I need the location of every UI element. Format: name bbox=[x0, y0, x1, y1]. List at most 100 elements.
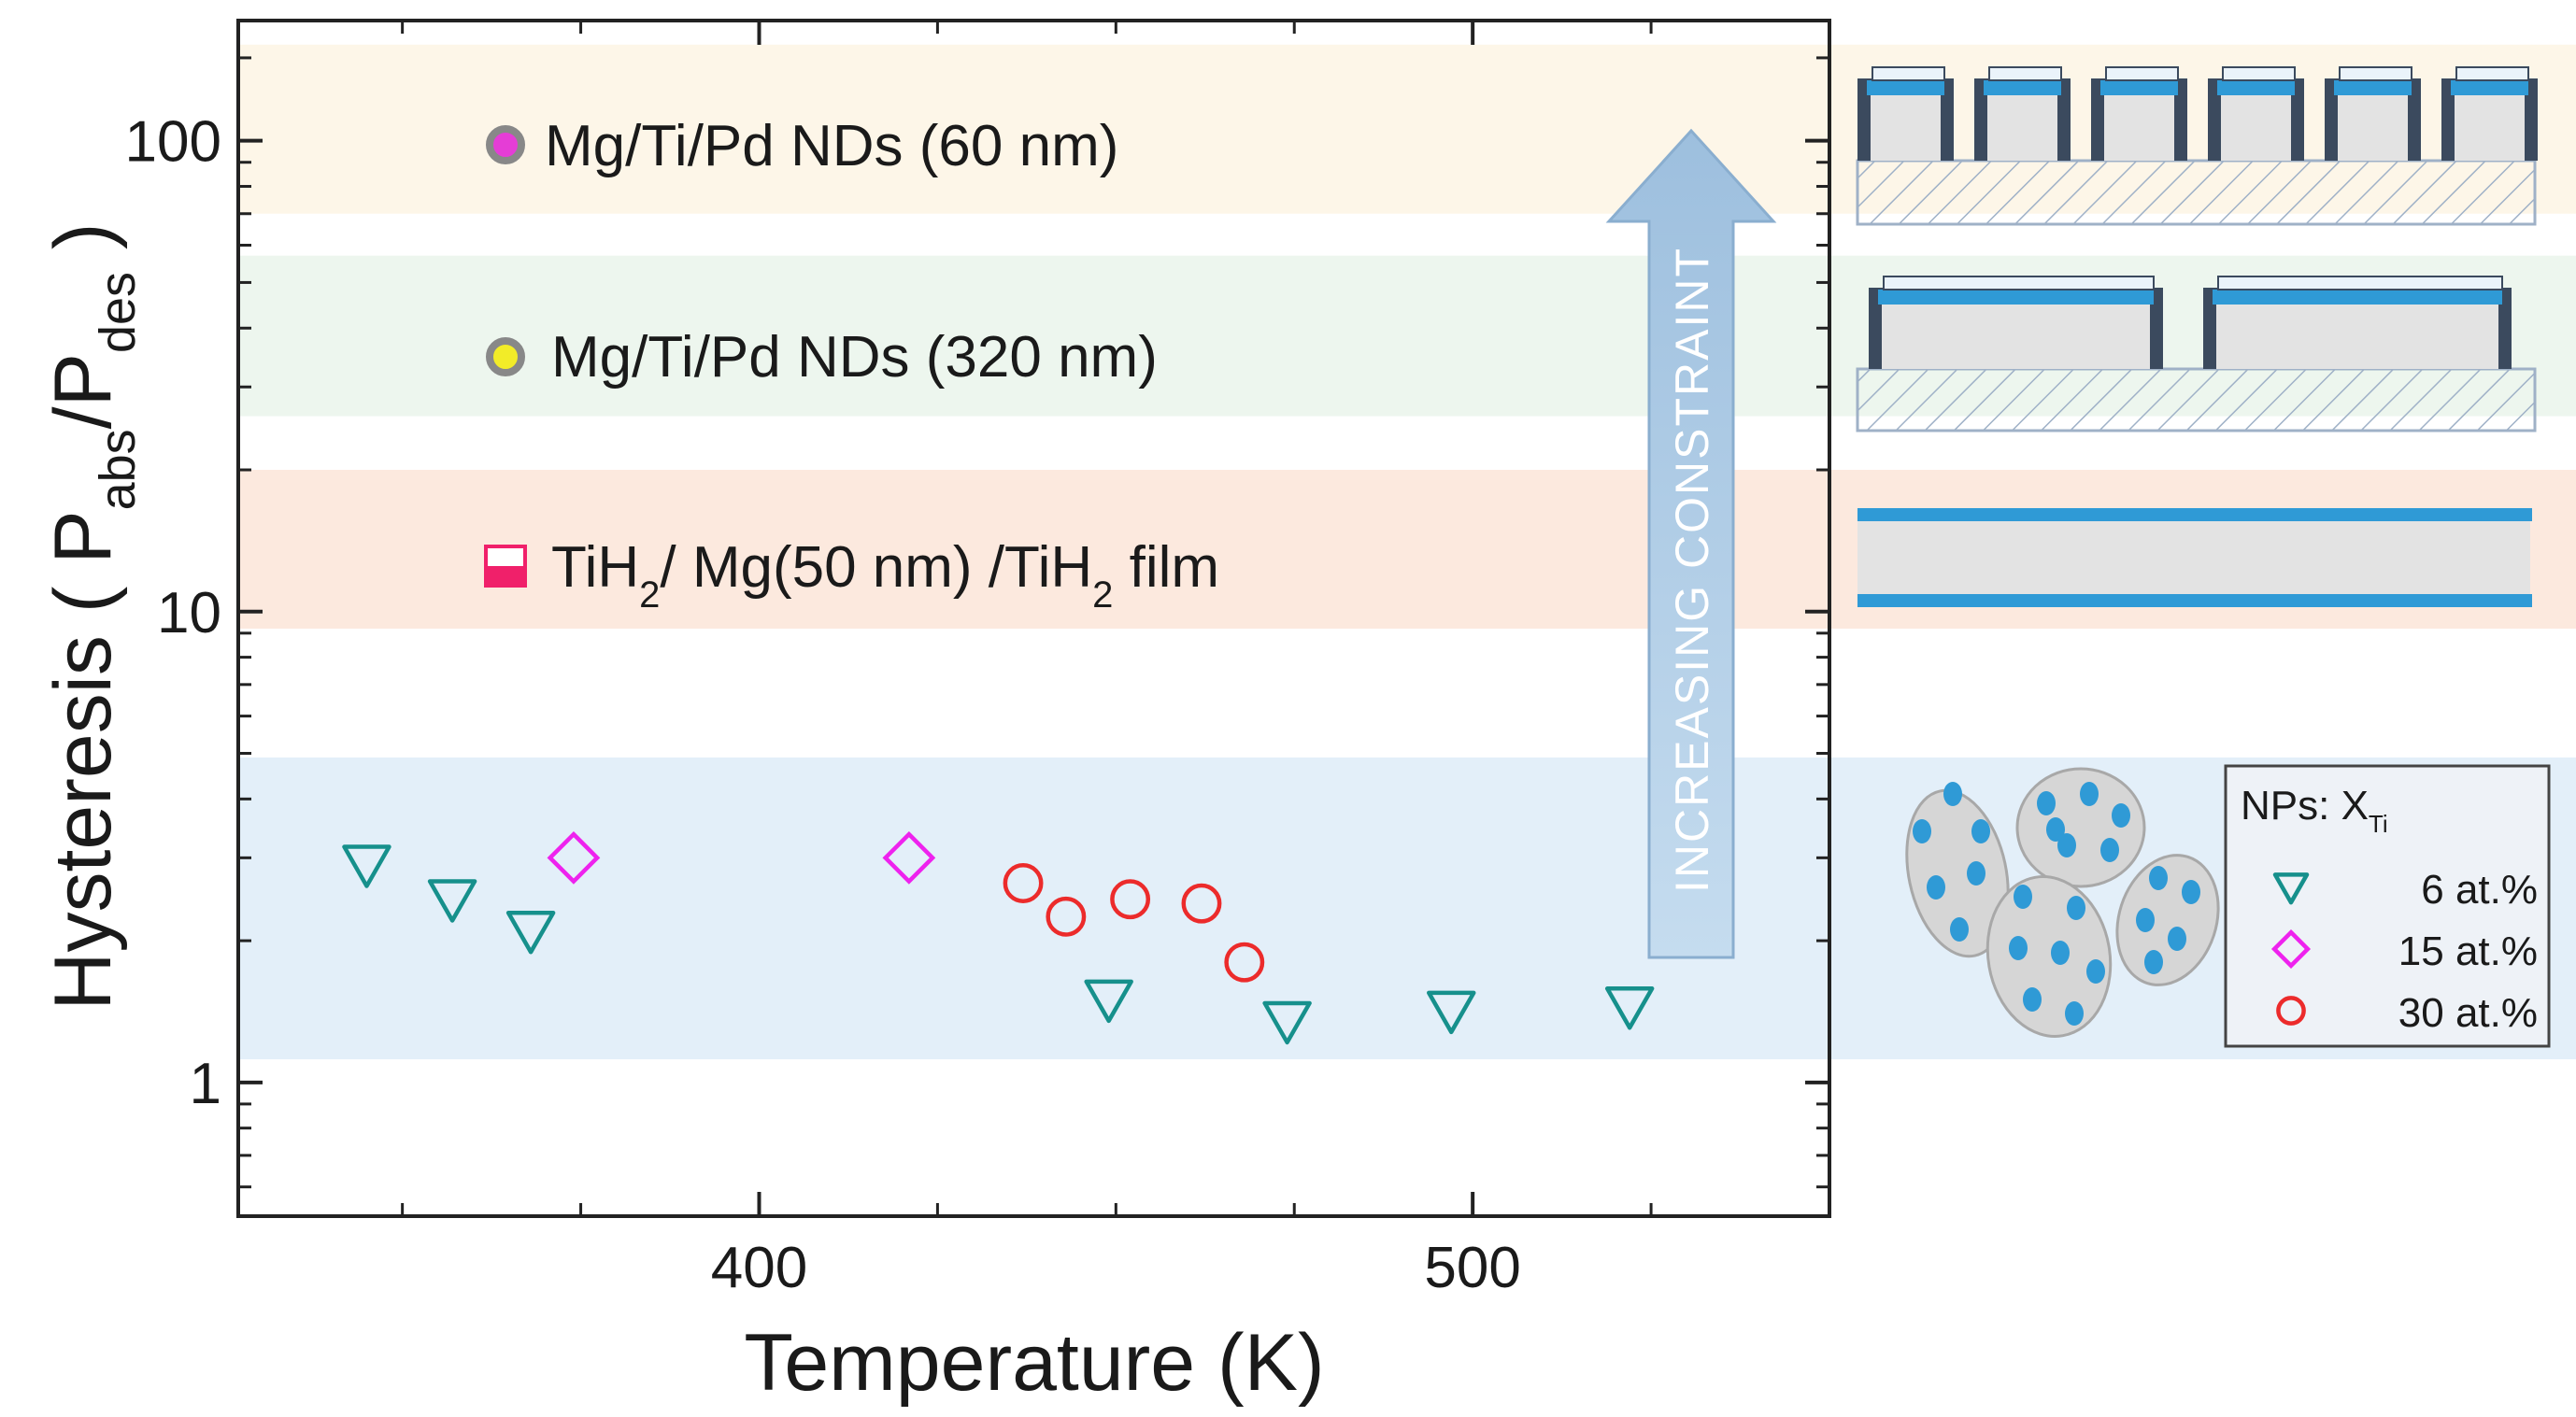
nd60-marker bbox=[486, 125, 525, 164]
point-15-at bbox=[547, 830, 601, 885]
nd320-marker bbox=[486, 337, 525, 376]
nd60-nanodot-pd bbox=[1988, 66, 2062, 81]
nd60-nanodot-cap bbox=[2334, 80, 2412, 95]
schematic-nd60 bbox=[1856, 66, 2538, 226]
film-core bbox=[1857, 517, 2530, 594]
particle-dot bbox=[2037, 791, 2056, 815]
nd60-nanodot-pd bbox=[2339, 66, 2412, 81]
nd60-nanodot-cap bbox=[1984, 80, 2061, 95]
legend-entries: 6 at.% 15 at.% 30 at.% bbox=[2270, 867, 2538, 1036]
nd60-nanodot-cap bbox=[2451, 80, 2528, 95]
nd60-nanodot-cap bbox=[2217, 80, 2295, 95]
nd60-nanodot-cap bbox=[2100, 80, 2178, 95]
nd320-nanodot-cap bbox=[1878, 290, 2154, 305]
constraint-arrow-shape bbox=[1605, 128, 1777, 959]
nd320-nanodot-core bbox=[2216, 303, 2498, 369]
x-tick-label: 400 bbox=[711, 1236, 807, 1300]
particle-dot bbox=[2168, 927, 2186, 951]
point-6-at bbox=[427, 879, 477, 923]
particle bbox=[2015, 767, 2146, 888]
particle-dot bbox=[2057, 833, 2076, 857]
nd60-nanodot-pd bbox=[2222, 66, 2296, 81]
nd320-nanodot-pd bbox=[1883, 276, 2155, 290]
data-layer bbox=[342, 830, 1655, 1045]
particle-dot bbox=[2182, 880, 2200, 904]
legend: NPs: XTi 6 at.% 15 at.% 30 at.% bbox=[2224, 764, 2551, 1048]
y-tick-label: 100 bbox=[125, 110, 221, 175]
point-6-at bbox=[1084, 979, 1133, 1024]
y-tick-label: 1 bbox=[190, 1052, 221, 1116]
nd60-nanodot-core bbox=[1871, 93, 1941, 161]
point-30-at bbox=[1003, 863, 1044, 903]
nd320-nanodot bbox=[1869, 276, 2163, 369]
legend-label: 15 at.% bbox=[2398, 928, 2538, 974]
nd320-substrate bbox=[1856, 367, 2537, 432]
plot-frame bbox=[236, 19, 1831, 1218]
schematic-film bbox=[1857, 508, 2532, 607]
point-6-at bbox=[1427, 990, 1476, 1035]
nd60-nanodot-core bbox=[2455, 93, 2525, 161]
particle-dot bbox=[2086, 959, 2105, 984]
y-tick-label: 10 bbox=[157, 581, 221, 645]
band-labels: Mg/Ti/Pd NDs (60 nm) Mg/Ti/Pd NDs (320 n… bbox=[484, 114, 1219, 616]
particle-dot bbox=[2100, 838, 2119, 862]
point-30-at bbox=[1224, 942, 1265, 983]
legend-box bbox=[2224, 764, 2551, 1048]
particle-dot bbox=[2051, 941, 2070, 965]
particle-dot bbox=[1967, 861, 1985, 886]
constraint-arrow: INCREASING CONSTRAINT bbox=[1605, 128, 1777, 959]
nd60-nanodot-core bbox=[2338, 93, 2408, 161]
particle-dot bbox=[2144, 950, 2163, 974]
nd60-nanodot-core bbox=[2104, 93, 2174, 161]
nd60-nanodot-pd bbox=[1872, 66, 1945, 81]
nd60-nanodot-pd bbox=[2455, 66, 2529, 81]
schematic-nps bbox=[1905, 767, 2220, 1038]
schematic-nd320 bbox=[1856, 276, 2537, 432]
point-6-at bbox=[342, 844, 391, 888]
constraint-arrow-label: INCREASING CONSTRAINT bbox=[1666, 247, 1718, 893]
film-marker bbox=[484, 545, 527, 588]
point-30-at bbox=[1046, 896, 1087, 937]
nd320-label: Mg/Ti/Pd NDs (320 nm) bbox=[551, 325, 1158, 390]
nd60-substrate bbox=[1856, 159, 2537, 226]
nd60-nanodot-pd bbox=[2105, 66, 2179, 81]
legend-label: 30 at.% bbox=[2398, 990, 2538, 1036]
legend-marker bbox=[2276, 996, 2306, 1026]
legend-marker bbox=[2272, 872, 2310, 905]
nd60-nanodot bbox=[2091, 66, 2187, 161]
nd60-nanodot-cap bbox=[1867, 80, 1944, 95]
nd320-nanodot-cap bbox=[2213, 290, 2502, 305]
particle-dot bbox=[2136, 908, 2155, 932]
point-6-at bbox=[1262, 1000, 1312, 1045]
nd60-nanodot bbox=[2208, 66, 2304, 161]
particle-dot bbox=[2046, 817, 2065, 842]
point-15-at bbox=[882, 830, 936, 885]
particle-dot bbox=[2023, 987, 2042, 1012]
particle-dots bbox=[1913, 782, 2200, 1026]
x-axis-title: Temperature (K) bbox=[744, 1318, 1324, 1408]
point-30-at bbox=[1181, 883, 1222, 924]
particle-dot bbox=[1950, 917, 1969, 942]
nd320-nanodot bbox=[2203, 276, 2512, 369]
particle-dot bbox=[2065, 1001, 2084, 1026]
particle-dot bbox=[1927, 875, 1945, 900]
particle-dot bbox=[2067, 896, 2085, 920]
nd60-nanodot bbox=[2325, 66, 2421, 161]
nd60-nanodot-core bbox=[1987, 93, 2057, 161]
y-axis-title: Hysteresis ( Pabs/Pdes ) bbox=[38, 222, 146, 1010]
legend-label: 6 at.% bbox=[2421, 867, 2538, 913]
nd320-nanodot-core bbox=[1882, 303, 2150, 369]
legend-title: NPs: XTi bbox=[2241, 783, 2388, 838]
film-top-layer bbox=[1857, 508, 2532, 521]
nd60-nanodot bbox=[2441, 66, 2538, 161]
film-label: TiH2/ Mg(50 nm) /TiH2 film bbox=[551, 535, 1219, 616]
particle-dot bbox=[2112, 803, 2130, 828]
band-layer bbox=[238, 44, 2576, 1060]
particle-dot bbox=[2009, 936, 2028, 960]
point-6-at bbox=[1604, 986, 1655, 1030]
particle-dot bbox=[2149, 866, 2168, 890]
nd60-nanodot-core bbox=[2221, 93, 2291, 161]
point-30-at bbox=[1110, 879, 1151, 920]
particle-dot bbox=[2014, 885, 2032, 909]
